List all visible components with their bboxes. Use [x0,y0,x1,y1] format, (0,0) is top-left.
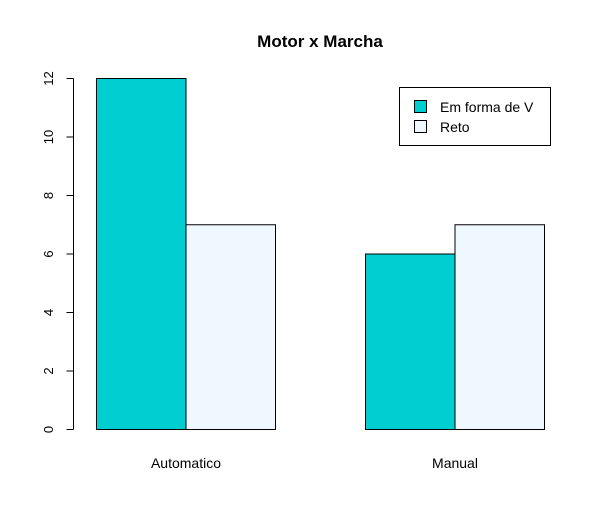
legend-swatch [414,120,427,133]
x-category-label: Automatico [151,455,221,471]
legend-label: Reto [440,119,470,135]
bars-group [96,78,545,430]
legend: Em forma de V Reto [399,87,551,146]
legend-label: Em forma de V [440,99,534,115]
bar-automatico-em-forma-de-v [96,78,187,430]
bar-manual-reto [454,224,545,430]
y-axis: 0 2 4 6 8 10 12 [41,71,74,433]
legend-swatch [414,100,427,113]
y-tick-label: 6 [41,250,56,257]
chart-title: Motor x Marcha [257,32,383,51]
y-tick-label: 8 [41,192,56,199]
y-tick-label: 2 [41,367,56,374]
x-axis-labels: Automatico Manual [151,455,478,471]
y-tick-label: 12 [41,71,56,85]
bar-manual-em-forma-de-v [365,253,456,430]
y-tick-label: 4 [41,309,56,316]
y-tick-label: 0 [41,426,56,433]
x-category-label: Manual [432,455,478,471]
y-tick-label: 10 [41,130,56,144]
bar-automatico-reto [185,224,276,430]
legend-box [399,87,551,146]
